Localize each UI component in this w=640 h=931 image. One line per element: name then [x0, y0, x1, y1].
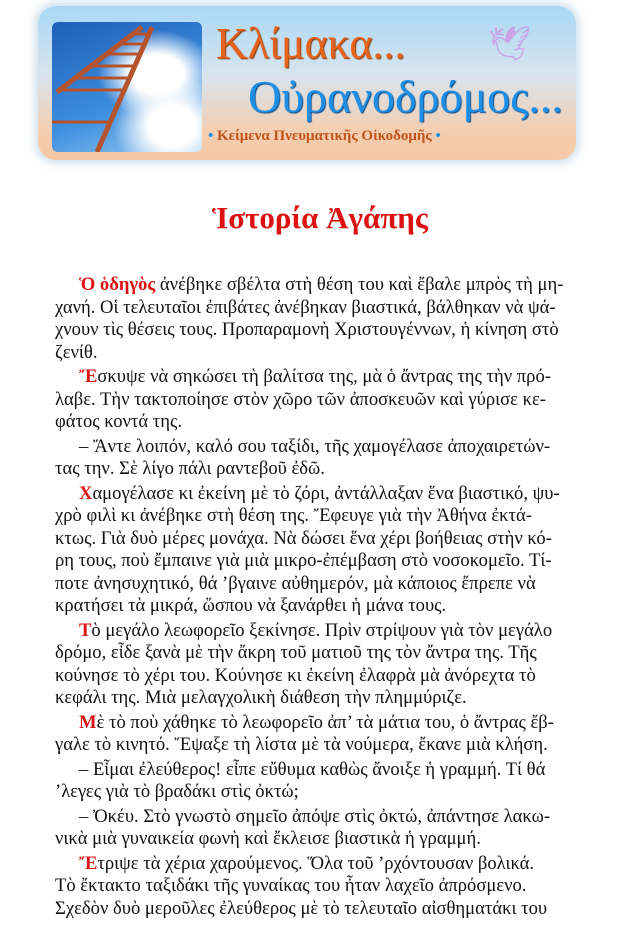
- line-text: δρόμο, εἶδε ξανὰ μὲ τὴν ἄκρη τοῦ ματιοῦ …: [55, 642, 537, 663]
- line-text: αμογέλασε κι ἐκείνη μὲ τὸ ζόρι, ἀντάλλαξ…: [92, 482, 560, 504]
- line-text: ὲ τὸ ποὺ χάθηκε τὸ λεωφορεῖο ἀπ’ τὰ μάτι…: [96, 711, 554, 733]
- bullet-icon: •: [435, 128, 441, 144]
- line-text: ὸ μεγάλο λεωφορεῖο ξεκίνησε. Πρὶν στρίψο…: [91, 619, 553, 641]
- line-text: ζενίθ.: [55, 341, 98, 363]
- paragraph: – Ὀκέυ. Στὸ γνωστὸ σημεῖο ἀπόψε στὶς ὀκτ…: [55, 806, 583, 851]
- text-line: φάτος κοντά της.: [55, 411, 583, 434]
- text-line: Χαμογέλασε κι ἐκείνη μὲ τὸ ζόρι, ἀντάλλα…: [55, 483, 583, 506]
- text-line: Τὸ μεγάλο λεωφορεῖο ξεκίνησε. Πρὶν στρίψ…: [55, 620, 583, 643]
- paragraph: – Ἄντε λοιπόν, καλό σου ταξίδι, τῆς χαμο…: [55, 436, 583, 481]
- banner-subtitle: • Κείμενα Πνευματικῆς Οἰκοδομῆς •: [208, 128, 441, 145]
- text-line: Ἔσκυψε νὰ σηκώσει τὴ βαλίτσα της, μὰ ὁ ἄ…: [55, 366, 583, 389]
- text-line: ρη τους, ποὺ ἔμπαινε γιὰ μιὰ μικρο-ἐπέμβ…: [55, 550, 583, 573]
- paragraph-lead: Χ: [79, 482, 93, 504]
- paragraph: Τὸ μεγάλο λεωφορεῖο ξεκίνησε. Πρὶν στρίψ…: [55, 620, 583, 710]
- line-text: – Ἄντε λοιπόν, καλό σου ταξίδι, τῆς χαμο…: [79, 435, 551, 457]
- text-line: Ὁ ὁδηγὸς ἀνέβηκε σβέλτα στὴ θέση του καὶ…: [55, 274, 583, 297]
- text-line: χνουν τὶς θέσεις τους. Προπαραμονὴ Χριστ…: [55, 319, 583, 342]
- text-line: τας την. Σὲ λίγο πάλι ραντεβοῦ ἐδῶ.: [55, 458, 583, 481]
- page-title: Ἱστορία Ἀγάπης: [212, 200, 428, 235]
- line-text: χρὸ φιλὶ κι ἀνέβηκε στὴ θέση της. Ἔφευγε…: [55, 505, 532, 526]
- text-line: Σχεδὸν δυὸ μεροῦλες ἐλεύθερος μὲ τὸ τελε…: [55, 898, 583, 921]
- line-text: νικὰ μιὰ γυναικεία φωνὴ καὶ ἔκλεισε βιασ…: [55, 828, 481, 849]
- dove-icon: 🕊: [488, 26, 532, 63]
- text-line: Ἔτριψε τὰ χέρια χαρούμενος. Ὅλα τοῦ ’ρχό…: [55, 853, 583, 876]
- ladder-icon: [52, 25, 155, 152]
- text-line: χανή. Οἱ τελευταῖοι ἐπιβάτες ἀνέβηκαν βι…: [55, 297, 583, 320]
- banner-title-1: Κλίμακα...: [216, 19, 406, 68]
- line-text: Τὸ ἔκτακτο ταξιδάκι τῆς γυναίκας του ἦτα…: [55, 875, 527, 896]
- paragraph-lead: Τ: [79, 619, 92, 641]
- paragraph: – Εἶμαι ἐλεύθερος! εἶπε εὔθυμα καθὼς ἄνο…: [55, 759, 583, 804]
- text-line: κούνησε τὸ χέρι του. Κούνησε κι ἐκείνη ἐ…: [55, 665, 583, 688]
- paragraph: Ἔσκυψε νὰ σηκώσει τὴ βαλίτσα της, μὰ ὁ ἄ…: [55, 366, 583, 434]
- line-text: χανή. Οἱ τελευταῖοι ἐπιβάτες ἀνέβηκαν βι…: [55, 296, 556, 318]
- text-line: λαβε. Τὴν τακτοποίησε στὸν χῶρο τῶν ἀποσ…: [55, 389, 583, 412]
- paragraph-lead: Ὁ ὁδηγὸς: [79, 274, 156, 295]
- banner-subtitle-text: Κείμενα Πνευματικῆς Οἰκοδομῆς: [217, 128, 432, 144]
- line-text: ’λεγες γιὰ τὸ βραδάκι στὶς ὀκτώ;: [55, 781, 299, 802]
- paragraph: Ἔτριψε τὰ χέρια χαρούμενος. Ὅλα τοῦ ’ρχό…: [55, 853, 583, 921]
- text-line: – Ὀκέυ. Στὸ γνωστὸ σημεῖο ἀπόψε στὶς ὀκτ…: [55, 806, 583, 829]
- site-banner[interactable]: Κλίμακα... 🕊 Οὐρανοδρόμος... • Κείμενα Π…: [38, 6, 576, 160]
- text-line: χρὸ φιλὶ κι ἀνέβηκε στὴ θέση της. Ἔφευγε…: [55, 505, 583, 528]
- line-text: κεφάλι της. Μιὰ μελαγχολικὴ διάθεση τὴν …: [55, 687, 467, 708]
- line-text: κούνησε τὸ χέρι του. Κούνησε κι ἐκείνη ἐ…: [55, 664, 536, 686]
- banner-title-2: Οὐρανοδρόμος...: [248, 71, 563, 122]
- line-text: ρη τους, ποὺ ἔμπαινε γιὰ μιὰ μικρο-ἐπέμβ…: [55, 550, 552, 571]
- text-line: ποτε ἀνησυχητικό, θά ’βγαινε αὐθημερόν, …: [55, 573, 583, 596]
- text-line: – Εἶμαι ἐλεύθερος! εἶπε εὔθυμα καθὼς ἄνο…: [55, 759, 583, 782]
- line-text: τας την. Σὲ λίγο πάλι ραντεβοῦ ἐδῶ.: [55, 458, 325, 479]
- text-line: – Ἄντε λοιπόν, καλό σου ταξίδι, τῆς χαμο…: [55, 436, 583, 459]
- text-line: κεφάλι της. Μιὰ μελαγχολικὴ διάθεση τὴν …: [55, 687, 583, 710]
- line-text: ἀνέβηκε σβέλτα στὴ θέση του καὶ ἔβαλε μπ…: [155, 274, 564, 295]
- line-text: ποτε ἀνησυχητικό, θά ’βγαινε αὐθημερόν, …: [55, 572, 536, 594]
- line-text: χνουν τὶς θέσεις τους. Προπαραμονὴ Χριστ…: [55, 319, 559, 340]
- paragraph: Χαμογέλασε κι ἐκείνη μὲ τὸ ζόρι, ἀντάλλα…: [55, 483, 583, 618]
- line-text: Σχεδὸν δυὸ μεροῦλες ἐλεύθερος μὲ τὸ τελε…: [55, 897, 548, 919]
- text-line: γαλε τὸ κινητό. Ἔψαξε τὴ λίστα μὲ τὰ νού…: [55, 734, 583, 757]
- paragraph: Ὁ ὁδηγὸς ἀνέβηκε σβέλτα στὴ θέση του καὶ…: [55, 274, 583, 364]
- text-line: Τὸ ἔκτακτο ταξιδάκι τῆς γυναίκας του ἦτα…: [55, 875, 583, 898]
- paragraph: Μὲ τὸ ποὺ χάθηκε τὸ λεωφορεῖο ἀπ’ τὰ μάτ…: [55, 712, 583, 757]
- text-line: Μὲ τὸ ποὺ χάθηκε τὸ λεωφορεῖο ἀπ’ τὰ μάτ…: [55, 712, 583, 735]
- line-text: – Εἶμαι ἐλεύθερος! εἶπε εὔθυμα καθὼς ἄνο…: [79, 758, 546, 780]
- text-line: κρατήσει τὰ μικρά, ὥσπου νὰ ξανάρθει ἡ μ…: [55, 595, 583, 618]
- text-line: δρόμο, εἶδε ξανὰ μὲ τὴν ἄκρη τοῦ ματιοῦ …: [55, 642, 583, 665]
- line-text: γαλε τὸ κινητό. Ἔψαξε τὴ λίστα μὲ τὰ νού…: [55, 734, 548, 755]
- paragraph-lead: Ἔ: [79, 366, 98, 387]
- line-text: κρατήσει τὰ μικρά, ὥσπου νὰ ξανάρθει ἡ μ…: [55, 595, 447, 616]
- paragraph-lead: Ἔ: [79, 852, 98, 874]
- line-text: φάτος κοντά της.: [55, 411, 182, 432]
- text-line: ’λεγες γιὰ τὸ βραδάκι στὶς ὀκτώ;: [55, 781, 583, 804]
- line-text: σκυψε νὰ σηκώσει τὴ βαλίτσα της, μὰ ὁ ἄν…: [97, 366, 551, 387]
- line-text: λαβε. Τὴν τακτοποίησε στὸν χῶρο τῶν ἀποσ…: [55, 388, 546, 410]
- line-text: – Ὀκέυ. Στὸ γνωστὸ σημεῖο ἀπόψε στὶς ὀκτ…: [79, 805, 551, 827]
- line-text: κτως. Γιὰ δυὸ μέρες μονάχα. Νὰ δώσει ἕνα…: [55, 527, 552, 549]
- text-line: νικὰ μιὰ γυναικεία φωνὴ καὶ ἔκλεισε βιασ…: [55, 828, 583, 851]
- ladder-sky-image: [52, 22, 202, 152]
- line-text: τριψε τὰ χέρια χαρούμενος. Ὅλα τοῦ ’ρχόν…: [97, 852, 535, 874]
- article-body: Ὁ ὁδηγὸς ἀνέβηκε σβέλτα στὴ θέση του καὶ…: [55, 274, 583, 922]
- paragraph-lead: Μ: [79, 711, 97, 733]
- text-line: κτως. Γιὰ δυὸ μέρες μονάχα. Νὰ δώσει ἕνα…: [55, 528, 583, 551]
- bullet-icon: •: [208, 128, 214, 144]
- text-line: ζενίθ.: [55, 342, 583, 365]
